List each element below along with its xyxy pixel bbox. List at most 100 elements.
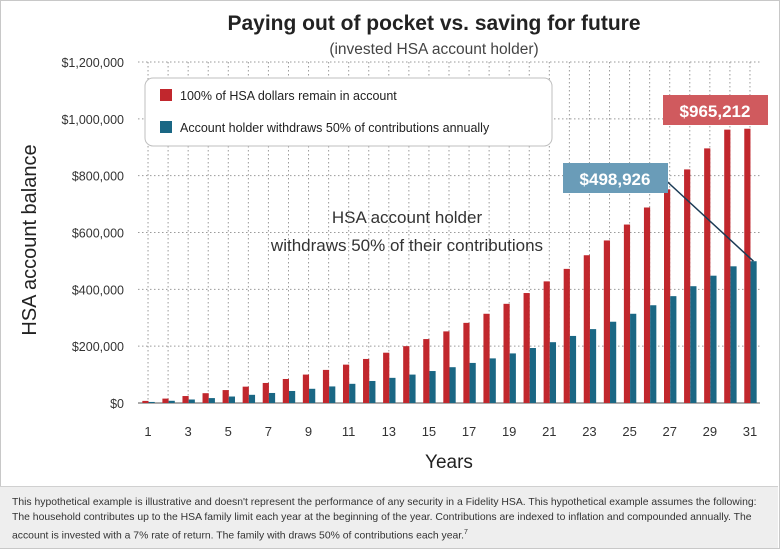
bar-withdraw (429, 371, 436, 403)
bar-remain (383, 352, 390, 403)
bar-withdraw (589, 329, 597, 403)
bar-withdraw (309, 388, 316, 403)
bar-remain (503, 303, 510, 403)
footnote-body: This hypothetical example is illustrativ… (12, 497, 757, 542)
bar-remain (202, 393, 209, 403)
bar-withdraw (228, 396, 235, 403)
bar-remain (583, 255, 590, 403)
bar-withdraw (710, 275, 717, 403)
bar-remain (282, 378, 289, 403)
bar-withdraw (389, 377, 396, 403)
y-tick-label: $800,000 (72, 170, 124, 184)
bar-remain (322, 369, 330, 403)
y-axis-ticks: $0 $200,000 $400,000 $600,000 $800,000 $1,000… (61, 56, 124, 411)
x-tick-label: 13 (382, 424, 396, 439)
bar-withdraw (690, 286, 697, 403)
bar-remain (262, 382, 269, 403)
callout-withdraw-box (563, 163, 668, 193)
x-tick-label: 27 (662, 424, 676, 439)
y-tick-label: $0 (110, 397, 124, 411)
bar-remain (242, 386, 249, 403)
annotation-line-1: HSA account holder (332, 208, 483, 227)
chart: Paying out of pocket vs. saving for futu… (19, 12, 768, 473)
bar-withdraw (369, 380, 376, 403)
x-axis-ticks: 1 3 5 7 9 11 13 15 17 19 21 23 25 27 29 31 (144, 424, 757, 439)
bar-withdraw (730, 266, 737, 403)
bar-withdraw (610, 321, 617, 403)
y-axis-label: HSA account balance (19, 144, 41, 335)
bar-withdraw (670, 296, 677, 403)
bar-withdraw (168, 400, 175, 403)
bar-remain (363, 358, 370, 403)
bar-withdraw (268, 392, 276, 403)
bar-withdraw (329, 386, 336, 403)
bar-remain (443, 331, 450, 403)
y-tick-label: $600,000 (72, 227, 124, 241)
bar-remain (182, 396, 189, 403)
x-tick-label: 15 (422, 424, 436, 439)
y-tick-label: $1,200,000 (61, 56, 124, 70)
bar-remain (664, 189, 671, 403)
bar-remain (523, 293, 530, 403)
bar-remain (704, 148, 711, 403)
callout-withdraw-leader (659, 174, 754, 262)
x-tick-label: 23 (582, 424, 596, 439)
callout-total-label: $965,212 (680, 102, 751, 121)
footnote-superscript: 7 (464, 529, 468, 536)
bar-withdraw (349, 383, 356, 403)
bar-remain (423, 339, 430, 403)
bar-remain (342, 364, 350, 403)
bars (142, 128, 757, 404)
x-tick-label: 29 (703, 424, 717, 439)
bar-remain (463, 322, 470, 403)
x-tick-label: 25 (622, 424, 636, 439)
x-tick-label: 3 (185, 424, 192, 439)
bar-remain (563, 268, 570, 403)
bar-withdraw (509, 353, 516, 403)
x-tick-label: 7 (265, 424, 272, 439)
bar-withdraw (469, 362, 476, 403)
chart-title: Paying out of pocket vs. saving for futu… (227, 12, 640, 35)
callout-withdraw: $498,926 (563, 163, 754, 262)
y-tick-label: $200,000 (72, 340, 124, 354)
bar-withdraw (630, 313, 637, 403)
x-tick-label: 11 (342, 424, 356, 439)
footnote-text: This hypothetical example is illustrativ… (0, 487, 778, 543)
bar-remain (744, 128, 751, 403)
bar-withdraw (288, 390, 296, 403)
bar-withdraw (650, 305, 657, 403)
x-tick-label: 19 (502, 424, 516, 439)
legend-box (144, 77, 553, 147)
legend-label-remain: 100% of HSA dollars remain in account (180, 89, 397, 103)
bar-withdraw (409, 374, 416, 403)
x-tick-label: 31 (743, 424, 757, 439)
bar-withdraw (148, 401, 155, 403)
bar-remain (543, 281, 550, 403)
bar-withdraw (188, 399, 195, 403)
footnote: This hypothetical example is illustrativ… (0, 486, 778, 548)
bar-remain (623, 224, 631, 403)
bar-remain (222, 390, 229, 403)
legend-swatch-blue (160, 121, 172, 133)
annotation-line-2: withdraws 50% of their contributions (270, 236, 543, 255)
bar-withdraw (750, 261, 757, 403)
y-tick-label: $1,000,000 (61, 113, 124, 127)
legend-label-withdraw: Account holder withdraws 50% of contribu… (180, 121, 490, 135)
bar-withdraw (569, 335, 577, 403)
x-tick-label: 21 (542, 424, 556, 439)
bar-withdraw (489, 358, 496, 403)
callout-total-box (663, 95, 768, 125)
callout-withdraw-label: $498,926 (580, 170, 651, 189)
bar-remain (724, 129, 731, 404)
bar-remain (483, 313, 490, 403)
bar-remain (684, 169, 691, 403)
bar-remain (142, 400, 149, 403)
x-axis-label: Years (425, 452, 473, 473)
x-tick-label: 1 (144, 424, 151, 439)
bar-remain (162, 398, 169, 403)
x-tick-label: 5 (225, 424, 232, 439)
bar-withdraw (208, 398, 215, 403)
x-tick-label: 9 (305, 424, 312, 439)
x-tick-label: 17 (462, 424, 476, 439)
chart-subtitle: (invested HSA account holder) (329, 41, 538, 58)
